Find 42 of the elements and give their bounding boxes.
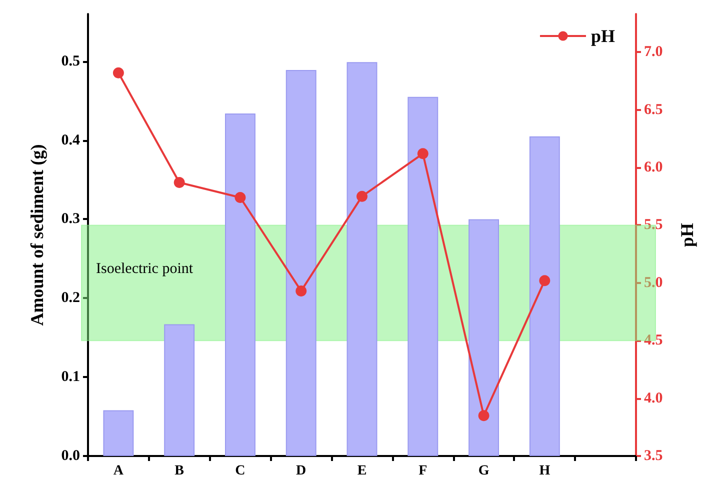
point [356, 190, 368, 202]
point [234, 192, 246, 203]
x-tick-label: B [174, 464, 184, 478]
bar [529, 136, 560, 456]
x-tick-label: E [357, 464, 367, 478]
bar [346, 62, 378, 456]
y2-tick-label: 5.0 [644, 274, 663, 291]
x-tick-label: F [418, 464, 428, 478]
point [174, 176, 185, 188]
y2-tick-label: 3.5 [644, 448, 663, 464]
y-tick-label: 0.4 [61, 132, 80, 148]
y2-axis-title: pH [677, 222, 697, 248]
point [417, 148, 428, 160]
x-tick-label: D [296, 464, 306, 478]
x-tick-label: C [235, 464, 246, 478]
point [539, 275, 550, 286]
y2-tick-label: 4.0 [644, 390, 663, 406]
y-tick-label: 0.0 [61, 448, 80, 464]
point [296, 285, 307, 296]
y2-tick-label: 6.0 [644, 159, 663, 176]
point [478, 410, 490, 422]
y2-tick-label: 5.5 [644, 217, 663, 234]
band-label: Isoelectric point [96, 260, 194, 277]
y-tick-label: 0.1 [61, 369, 80, 386]
bar [286, 70, 316, 456]
y-tick-label: 0.5 [61, 53, 80, 70]
y2-tick-label: 7.0 [644, 44, 663, 60]
y2-tick-label: 4.5 [644, 332, 663, 349]
bar [408, 96, 438, 456]
bar [164, 324, 195, 456]
x-tick-label: A [113, 464, 124, 478]
bar [468, 219, 499, 456]
bar [225, 113, 256, 456]
y2-tick-label: 6.5 [644, 102, 663, 118]
x-tick-label: H [539, 464, 550, 478]
y-tick-label: 0.3 [61, 211, 80, 228]
y-tick-label: 0.2 [61, 290, 80, 306]
bar [103, 410, 134, 456]
legend-label: pH [590, 26, 616, 46]
x-tick-label: G [478, 464, 490, 478]
point [112, 67, 124, 78]
y-axis-title: Amount of sediment (g) [27, 144, 47, 326]
